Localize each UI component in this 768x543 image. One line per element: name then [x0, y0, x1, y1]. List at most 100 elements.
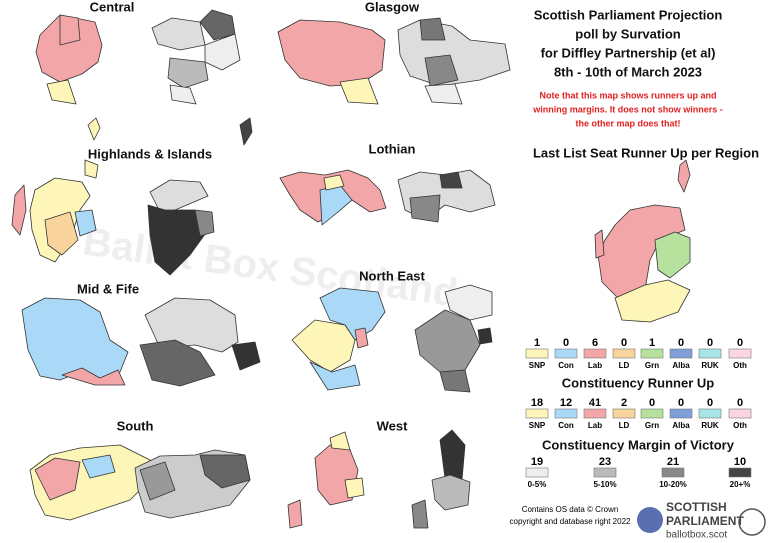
map-area: [11, 184, 27, 236]
legend-count: 0: [707, 397, 713, 409]
map-area: [439, 171, 463, 189]
map-area: [204, 33, 241, 71]
legend-swatch: [698, 348, 722, 359]
map-area: [411, 499, 429, 529]
map-area: [169, 84, 197, 105]
note-line: Note that this map shows runners up and: [539, 90, 716, 100]
legend-swatch: [640, 348, 664, 359]
map-area: [74, 209, 97, 237]
legend-count: 0: [649, 397, 655, 409]
map-area: [239, 117, 253, 146]
region-title: Central: [90, 0, 135, 14]
map-area: [61, 367, 126, 386]
legend-count: 0: [678, 337, 684, 349]
map-area: [677, 159, 691, 193]
legend-label: LD: [619, 421, 630, 430]
map-area: [319, 287, 386, 341]
map-area: [291, 319, 356, 373]
map-area: [439, 429, 466, 481]
legend-count: 0: [563, 337, 569, 349]
legend-swatch: [554, 348, 578, 359]
legend-label: Oth: [733, 421, 747, 430]
legend-swatch: [525, 408, 549, 419]
region-title: South: [117, 418, 154, 433]
legend-label: RUK: [701, 421, 719, 430]
legend-swatch: [612, 348, 636, 359]
legend-swatch: [583, 348, 607, 359]
credit: copyright and database right 2022: [510, 517, 632, 526]
legend-label: Alba: [672, 361, 690, 370]
map-area: [431, 474, 471, 511]
legend-swatch: [728, 348, 752, 359]
map-area: [84, 159, 99, 179]
credit: Contains OS data © Crown: [522, 505, 619, 514]
west-maps: [287, 429, 471, 529]
map-area: [424, 54, 459, 87]
logo-text: SCOTTISH: [666, 500, 727, 514]
map-area: [81, 454, 116, 479]
legend-count: 2: [621, 397, 627, 409]
legend-title: Constituency Runner Up: [562, 375, 714, 390]
note-line: the other map does that!: [575, 118, 680, 128]
region-title: Lothian: [369, 141, 416, 156]
map-area: [46, 79, 77, 105]
map-area: [424, 83, 463, 105]
map-area: [329, 431, 351, 451]
logo-badge: [738, 508, 766, 536]
legend-label: SNP: [529, 361, 546, 370]
map-area: [339, 77, 379, 105]
title-line: Scottish Parliament Projection: [534, 7, 723, 22]
legend-swatch: [640, 408, 664, 419]
note-line: winning margins. It does not show winner…: [532, 104, 723, 114]
legend-label: Con: [558, 421, 574, 430]
legend-swatch: [554, 408, 578, 419]
legend-title: Last List Seat Runner Up per Region: [533, 145, 759, 160]
legend-swatch: [525, 348, 549, 359]
legend-label: LD: [619, 361, 630, 370]
map-area: [323, 174, 345, 191]
legends: Last List Seat Runner Up per Region 1 SNP 0…: [525, 145, 759, 489]
map-area: [419, 17, 446, 41]
map-area: [231, 341, 261, 371]
legend-label: Alba: [672, 421, 690, 430]
legend-title: Constituency Margin of Victory: [542, 437, 735, 452]
logo: SCOTTISH PARLIAMENT ballotbox.scot: [637, 500, 766, 541]
logo-text: PARLIAMENT: [666, 514, 744, 528]
map-area: [287, 499, 303, 529]
map-area: [139, 461, 176, 501]
map-area: [59, 14, 81, 46]
legend-label: 20+%: [730, 480, 751, 489]
legend-label: Grn: [645, 421, 659, 430]
legend-swatch: [593, 467, 617, 478]
region-title: Glasgow: [365, 0, 420, 14]
note-block: Note that this map shows runners up and w…: [532, 90, 723, 128]
map-area: [354, 327, 369, 349]
legend-label: Lab: [588, 361, 602, 370]
midfife-maps: [21, 297, 261, 387]
legend-count: 1: [649, 337, 655, 349]
legend-count: 0: [707, 337, 713, 349]
legend-swatch: [669, 348, 693, 359]
map-area: [34, 457, 81, 501]
map-area: [277, 19, 386, 87]
map-area: [614, 279, 691, 323]
legend-label: Con: [558, 361, 574, 370]
south-maps: [29, 444, 251, 521]
map-area: [147, 204, 209, 276]
legend-label: Lab: [588, 421, 602, 430]
legend-count: 21: [667, 456, 679, 468]
region-title: North East: [359, 268, 425, 283]
map-area: [654, 231, 691, 279]
legend-label: 10-20%: [659, 480, 687, 489]
legend-count: 0: [621, 337, 627, 349]
legend-label: SNP: [529, 421, 546, 430]
legend-count: 6: [592, 337, 598, 349]
map-area: [414, 309, 481, 373]
legend-count: 41: [589, 397, 601, 409]
title-block: Scottish Parliament Projection poll by Su…: [534, 7, 723, 79]
glasgow-maps: [277, 17, 511, 105]
legend-count: 12: [560, 397, 572, 409]
legend-swatch: [583, 408, 607, 419]
region-title: West: [377, 418, 408, 433]
